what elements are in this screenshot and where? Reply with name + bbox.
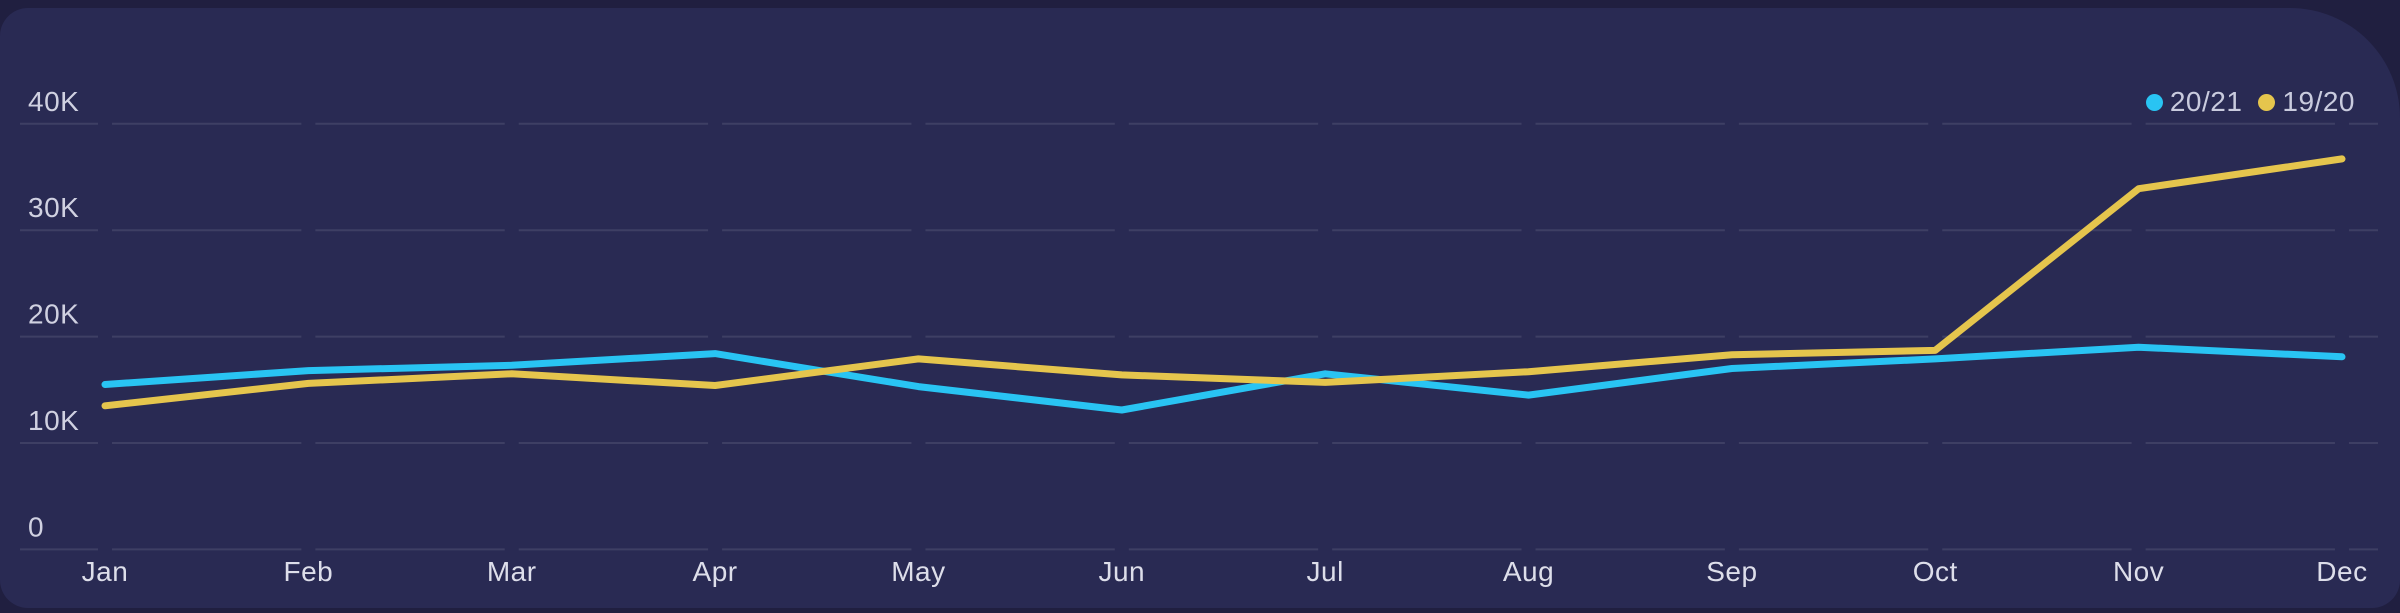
legend-label: 19/20 [2282, 86, 2355, 117]
legend-dot-icon [2145, 93, 2163, 111]
y-tick-label: 20K [28, 299, 79, 330]
legend-item-20-21[interactable]: 20/21 [2145, 86, 2243, 118]
y-axis-labels: 40K 30K 20K 10K 0 [28, 86, 79, 543]
x-tick-label: Jun [1098, 556, 1145, 587]
series-line-19-20 [101, 155, 2346, 410]
legend-label: 20/21 [2169, 86, 2243, 117]
y-tick-label: 30K [28, 192, 79, 223]
x-tick-label: May [891, 556, 945, 587]
x-tick-label: Dec [2316, 556, 2367, 587]
series-lines [101, 155, 2346, 414]
x-tick-label: Jan [82, 556, 129, 587]
x-tick-label: Apr [693, 556, 738, 587]
legend-dot-icon [2258, 93, 2276, 111]
x-tick-label: Oct [1913, 556, 1958, 587]
x-tick-label: Nov [2113, 556, 2164, 587]
y-tick-label: 0 [28, 511, 44, 542]
chart-legend: 20/21 19/20 [2145, 86, 2355, 118]
chart-card [0, 8, 2400, 608]
x-axis-labels: Jan Feb Mar Apr May Jun Jul Aug Sep Oct Nov Dec [82, 556, 2367, 587]
series-line-20-21 [101, 343, 2346, 414]
legend-item-19-20[interactable]: 19/20 [2258, 86, 2355, 118]
x-tick-label: Feb [283, 556, 333, 587]
y-tick-label: 10K [28, 405, 79, 436]
x-tick-label: Jul [1307, 556, 1344, 587]
gridlines-group [20, 122, 2378, 551]
y-tick-label: 40K [28, 86, 79, 117]
x-tick-label: Sep [1706, 556, 1757, 587]
x-tick-label: Aug [1503, 556, 1554, 587]
x-tick-label: Mar [487, 556, 537, 587]
